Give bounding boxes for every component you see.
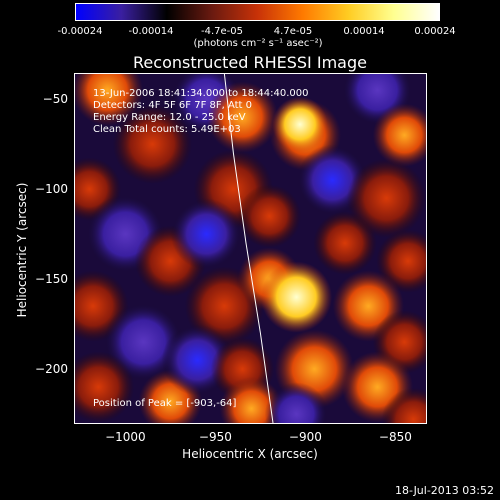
info-detectors: Detectors: 4F 5F 6F 7F 8F, Att 0	[93, 100, 253, 111]
colorbar-tick-label: -4.7e-05	[201, 26, 243, 37]
colorbar-tick-label: 4.7e-05	[273, 26, 313, 37]
heatmap-image	[75, 74, 426, 423]
info-energy-range: Energy Range: 12.0 - 25.0 keV	[93, 112, 246, 123]
x-axis-label: Heliocentric X (arcsec)	[182, 447, 318, 461]
y-tick-label: −100	[35, 182, 68, 197]
heatmap-blob	[372, 103, 426, 167]
x-tick-label: −950	[198, 430, 232, 444]
y-tick-label: −150	[35, 272, 68, 287]
y-axis-label: Heliocentric Y (arcsec)	[15, 182, 29, 318]
heatmap-blob	[264, 382, 329, 423]
colorbar-gradient	[75, 3, 440, 21]
colorbar-tick-label: -0.00024	[57, 26, 103, 37]
colorbar	[75, 3, 440, 21]
heatmap-blob	[112, 104, 192, 184]
y-tick-label: −50	[42, 92, 68, 107]
colorbar-tick-label: -0.00014	[128, 26, 174, 37]
x-tick-label: −900	[288, 430, 322, 444]
y-tick-label: −200	[35, 362, 68, 377]
heatmap-blob	[381, 387, 426, 423]
chart-title: Reconstructed RHESSI Image	[133, 53, 367, 72]
heatmap-blob	[170, 198, 243, 270]
colorbar-units: (photons cm⁻² s⁻¹ asec⁻²)	[193, 38, 323, 49]
heatmap-blob	[75, 351, 135, 423]
heatmap-blob	[346, 158, 426, 238]
heatmap-blob	[75, 74, 144, 126]
info-time-range: 13-Jun-2006 18:41:34.000 to 18:44:40.000	[93, 88, 309, 99]
heatmap-blob	[237, 184, 302, 248]
colorbar-tick-label: 0.00024	[414, 26, 456, 37]
colorbar-tick-label: 0.00014	[343, 26, 385, 37]
timestamp: 18-Jul-2013 03:52	[394, 484, 494, 497]
heatmap-blob	[260, 261, 333, 333]
heatmap-blob	[272, 96, 328, 153]
heatmap-blob	[206, 81, 279, 153]
plot-area: 13-Jun-2006 18:41:34.000 to 18:44:40.000…	[74, 73, 427, 424]
x-tick-label: −1000	[105, 430, 146, 444]
info-counts: Clean Total counts: 5.49E+03	[93, 124, 241, 135]
x-tick-label: −850	[378, 430, 412, 444]
peak-position-label: Position of Peak = [-903,-64]	[93, 398, 237, 409]
solar-limb-line	[223, 74, 274, 423]
